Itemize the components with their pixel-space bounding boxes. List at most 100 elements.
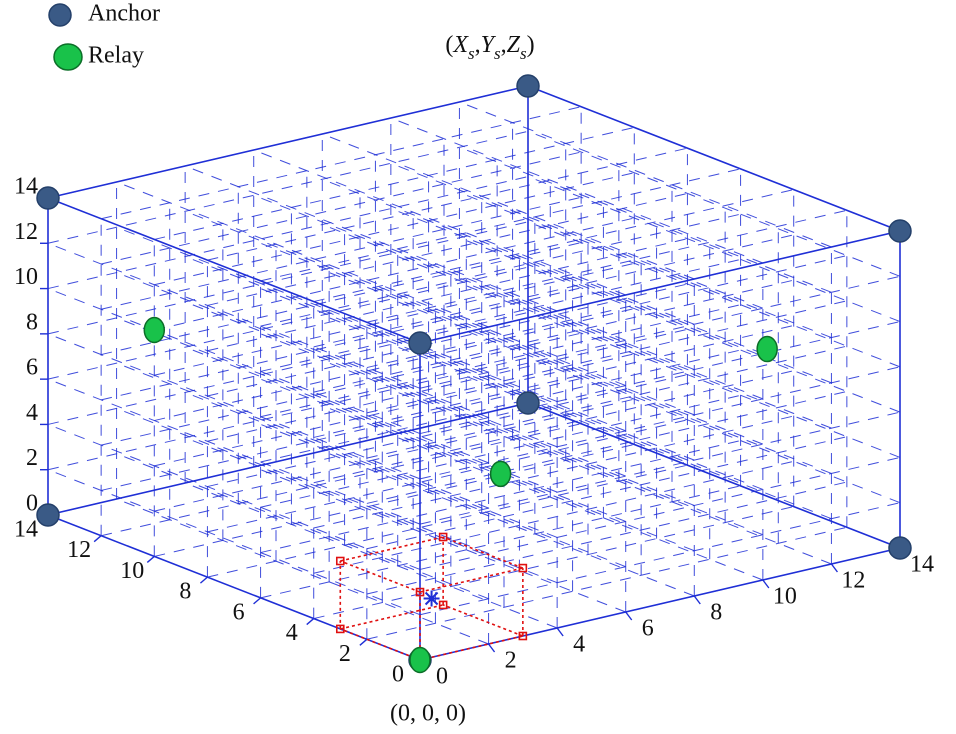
y-tick-label: 0 <box>392 662 404 688</box>
grid-line <box>366 526 847 640</box>
grid-line <box>154 217 635 331</box>
grid-line <box>459 282 832 429</box>
grid-line <box>313 234 794 348</box>
x-tick-label: 6 <box>642 616 654 642</box>
grid-line <box>322 133 695 280</box>
grid-line <box>419 321 901 435</box>
grid-line <box>260 258 741 372</box>
marks-layer <box>36 74 912 674</box>
x-tick <box>625 611 633 621</box>
grid-line <box>154 172 635 286</box>
grid-line <box>390 117 764 264</box>
box-edge <box>419 230 901 344</box>
anchor-point <box>408 331 432 355</box>
x-tick-label: 12 <box>841 568 865 594</box>
grid-line <box>207 238 688 352</box>
y-tick-label: 2 <box>339 641 351 667</box>
grid-line <box>116 272 489 419</box>
grid-line <box>253 285 626 432</box>
grid-line <box>253 421 626 568</box>
grid-line <box>116 181 489 328</box>
grid-line <box>313 189 794 303</box>
grid-line <box>253 466 626 613</box>
grid-line <box>47 357 529 471</box>
x-tick-label: 2 <box>505 648 517 674</box>
grid-line <box>366 436 847 550</box>
box-edge <box>47 402 529 516</box>
grid-line <box>253 149 626 296</box>
grid-line <box>184 437 558 584</box>
x-tick <box>830 563 838 573</box>
box-edge <box>47 514 421 661</box>
relay-point <box>409 646 431 674</box>
grid-line <box>47 221 529 335</box>
box-edge <box>47 197 421 344</box>
grid-line <box>47 288 421 435</box>
grid-line <box>101 106 582 220</box>
grid-line <box>260 168 741 282</box>
grid-line <box>366 345 847 459</box>
grid-line <box>313 279 794 393</box>
grid-line <box>207 147 688 261</box>
grid-line <box>154 262 635 376</box>
sub-cube-edge <box>339 628 421 661</box>
grid-line <box>207 374 688 488</box>
grid-line <box>366 255 847 369</box>
grid-line <box>527 130 901 277</box>
sub-cube-corner <box>335 624 345 634</box>
anchor-point <box>516 391 540 415</box>
z-tick-label: 0 <box>26 491 38 517</box>
grid-line <box>154 126 635 240</box>
grid-line <box>207 283 688 397</box>
grid-line <box>390 253 764 400</box>
x-tick <box>693 595 701 605</box>
y-tick-label: 10 <box>120 558 144 584</box>
grid-line <box>419 502 901 616</box>
y-tick-label: 14 <box>14 517 38 543</box>
grid-line <box>260 304 741 418</box>
sub-cube-edge <box>442 536 524 569</box>
y-tick <box>253 597 262 605</box>
grid-line <box>459 327 832 474</box>
grid-line <box>47 423 421 570</box>
grid-line <box>366 390 847 504</box>
legend-label: Relay <box>88 43 144 69</box>
grid-line <box>527 266 901 413</box>
grid-line <box>459 146 832 293</box>
grid-line <box>207 328 688 442</box>
y-tick-label: 4 <box>286 620 298 646</box>
grid-line <box>154 308 635 422</box>
sub-cube-center <box>423 590 440 607</box>
grid-line <box>47 130 529 244</box>
z-tick-label: 8 <box>26 309 38 335</box>
z-tick-label: 4 <box>26 400 38 426</box>
grid-line <box>313 415 794 529</box>
grid-line <box>527 221 901 368</box>
grid-line <box>184 391 558 538</box>
grid-line <box>322 405 695 552</box>
grid-line <box>459 192 832 339</box>
grid-line <box>253 375 626 522</box>
box-edge <box>419 547 901 661</box>
grid-layer <box>47 85 901 661</box>
sub-cube-edge <box>340 536 444 562</box>
grid-line <box>313 506 794 620</box>
grid-line <box>527 176 901 323</box>
y-tick <box>199 576 208 584</box>
grid-line <box>260 440 741 554</box>
box-edge <box>47 85 529 199</box>
grid-line <box>47 469 421 616</box>
x-tick <box>488 643 496 653</box>
x-tick-label: 14 <box>910 552 934 578</box>
grid-line <box>184 301 558 448</box>
x-tick-label: 10 <box>773 584 797 610</box>
grid-line <box>154 443 635 557</box>
grid-line <box>313 324 794 438</box>
grid-line <box>260 213 741 327</box>
sub-cube-corner <box>438 532 448 542</box>
grid-line <box>459 418 832 565</box>
grid-line <box>116 453 489 600</box>
x-tick-label: 8 <box>710 600 722 626</box>
grid-line <box>366 300 847 414</box>
